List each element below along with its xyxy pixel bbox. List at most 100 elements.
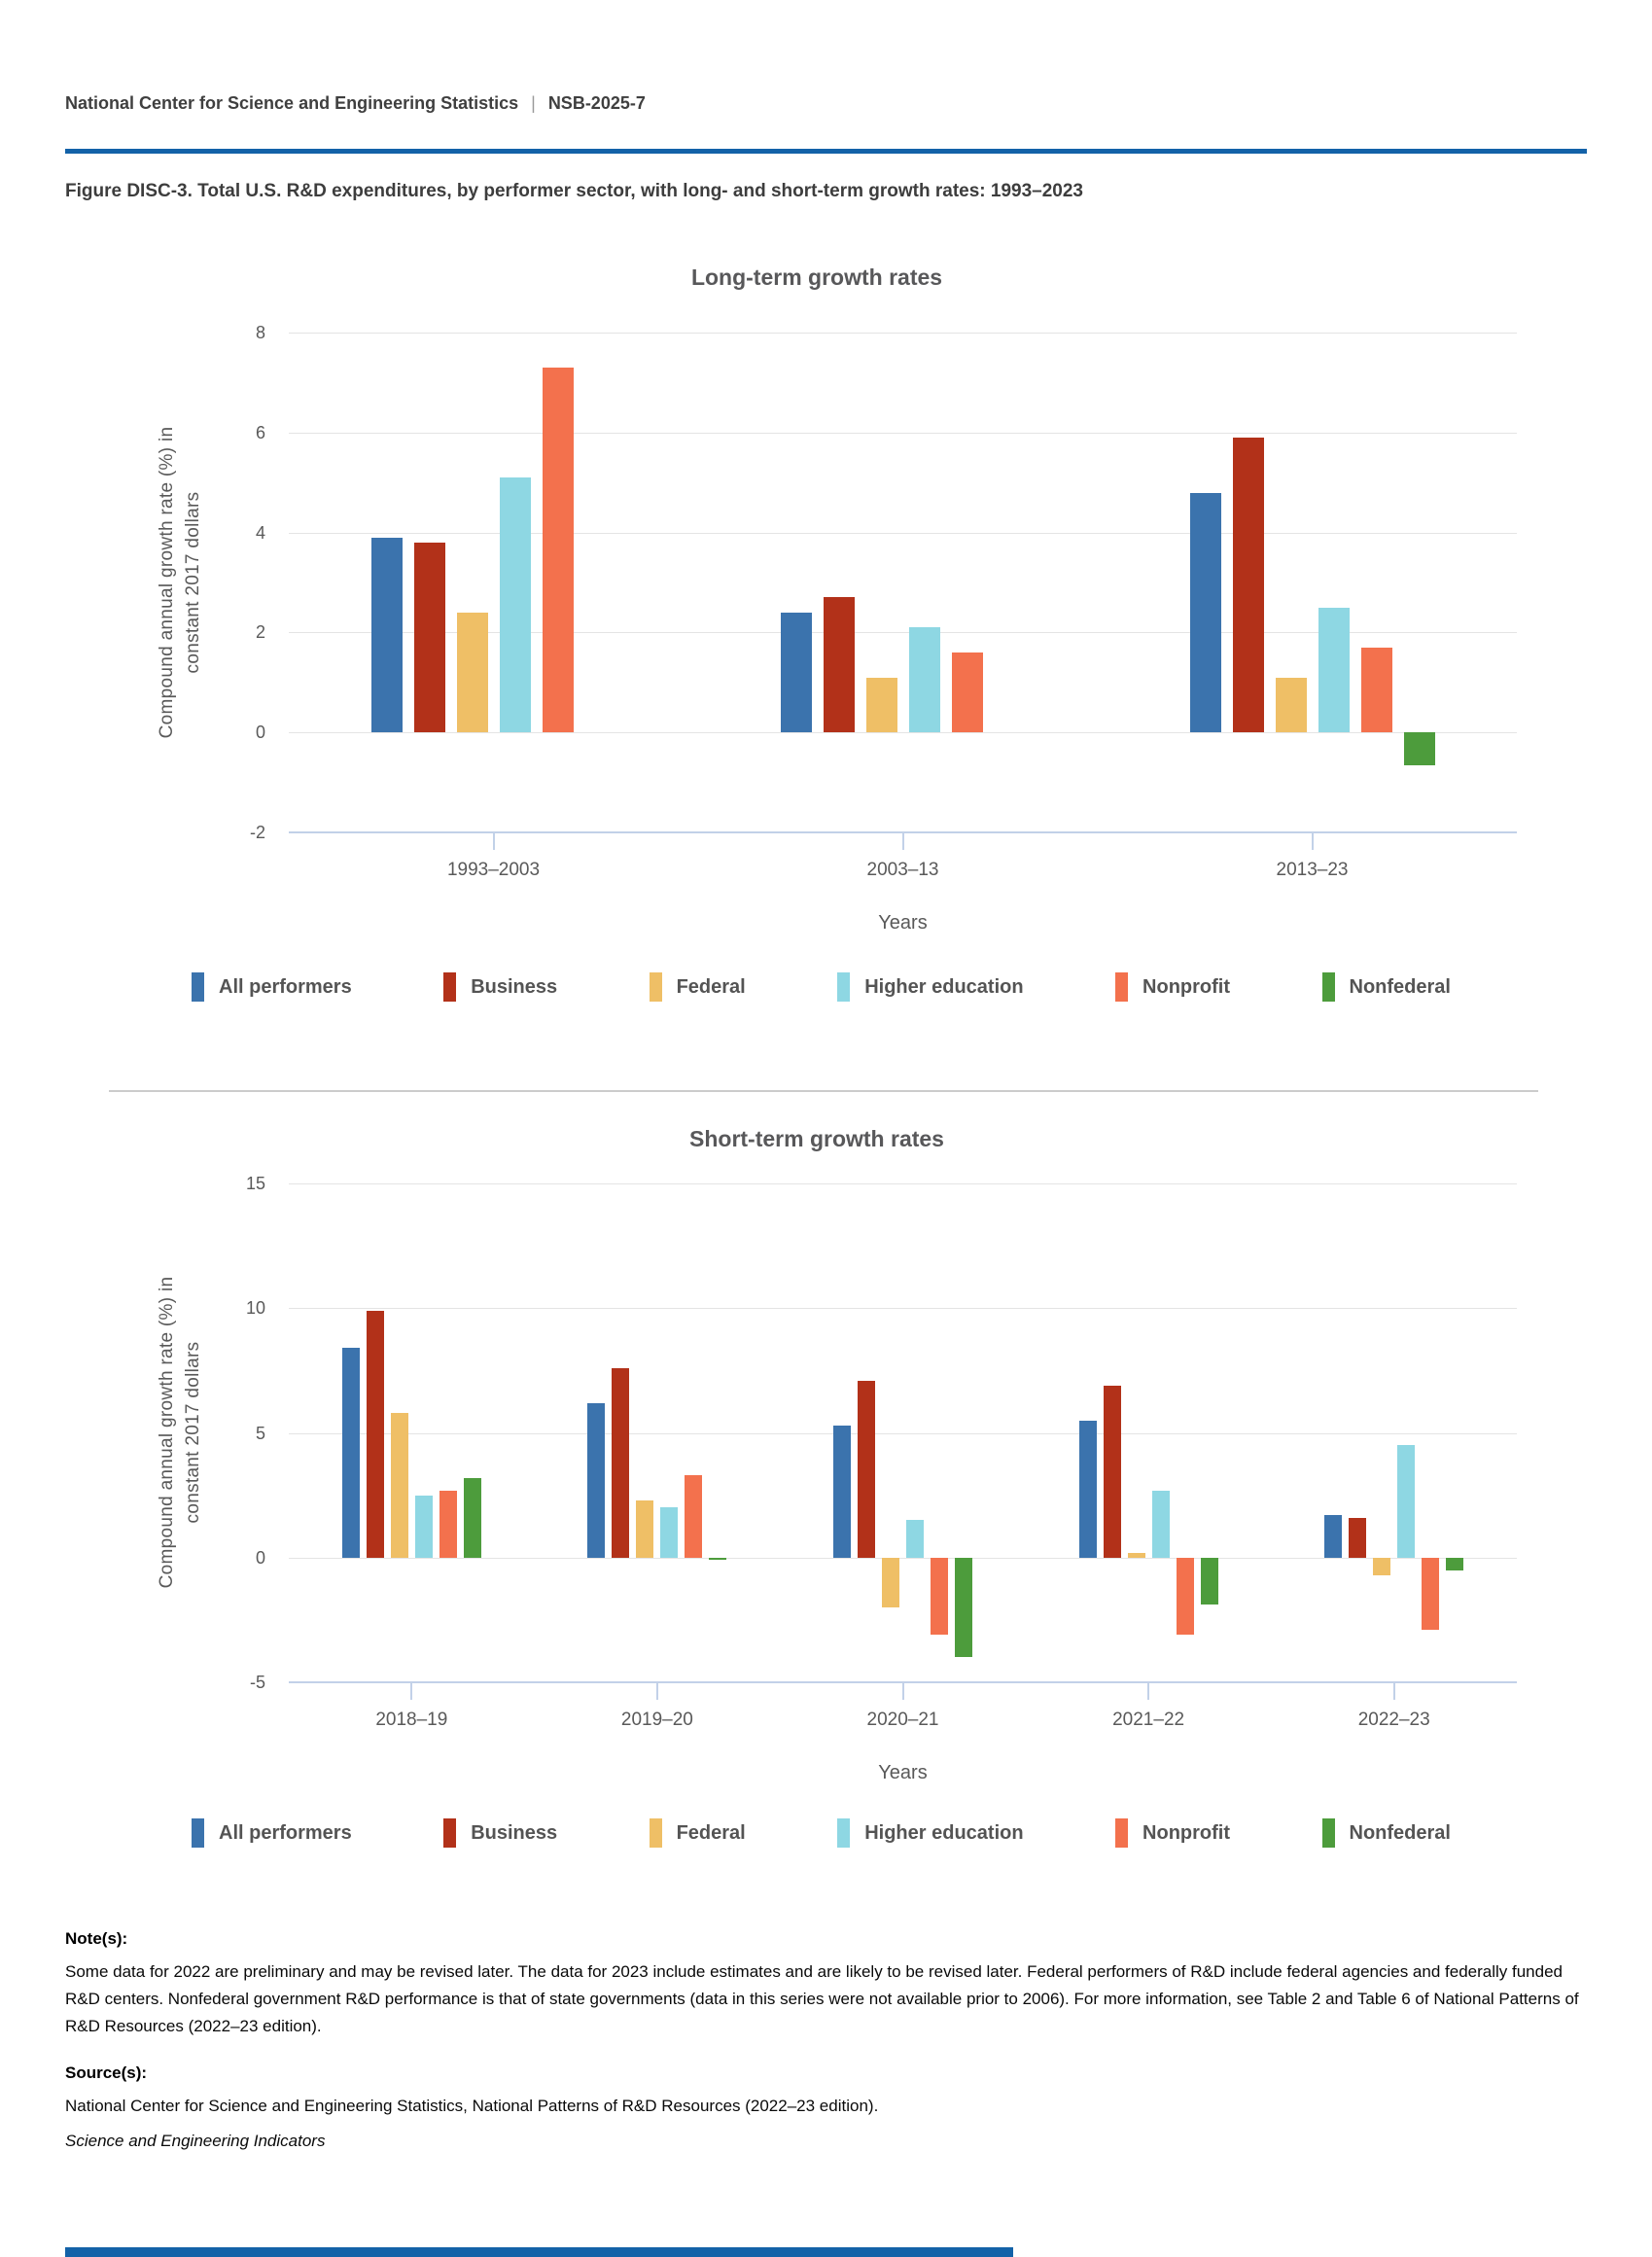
bar-nonprofit-1993-2003[interactable] <box>542 368 574 733</box>
sources-body: National Center for Science and Engineer… <box>65 2097 879 2115</box>
bar-federal-2020-21[interactable] <box>882 1557 899 1608</box>
bar-federal-2013-23[interactable] <box>1275 677 1307 733</box>
bar-nonfederal-2018-19[interactable] <box>463 1477 481 1558</box>
bar-business-2003-13[interactable] <box>823 597 855 733</box>
y-tick-label: 4 <box>255 522 265 543</box>
bar-nonprofit-2019-20[interactable] <box>685 1475 703 1558</box>
bar-federal-2018-19[interactable] <box>390 1413 408 1558</box>
legend-label-all-performers: All performers <box>219 975 352 998</box>
x-axis-tick <box>901 1682 904 1700</box>
bar-federal-1993-2003[interactable] <box>456 612 488 733</box>
x-axis-tick <box>1392 1682 1395 1700</box>
legend-swatch-nonprofit <box>1115 1818 1129 1848</box>
gridline-y-0 <box>289 732 1517 734</box>
bar-business-1993-2003[interactable] <box>413 542 445 733</box>
bar-higher-education-2021-22[interactable] <box>1151 1490 1170 1558</box>
legend-item-all-performers[interactable]: All performers <box>192 972 352 1002</box>
legend-label-business: Business <box>471 1821 558 1844</box>
bar-nonprofit-2013-23[interactable] <box>1360 647 1392 733</box>
legend-item-business[interactable]: Business <box>443 1818 557 1848</box>
gridline-y-10 <box>289 1308 1517 1310</box>
bar-all-performers-2019-20[interactable] <box>587 1402 606 1558</box>
legend-swatch-all-performers <box>192 1818 204 1848</box>
legend-item-nonfederal[interactable]: Nonfederal <box>1321 972 1451 1002</box>
legend-item-all-performers[interactable]: All performers <box>192 1818 352 1848</box>
x-axis-tick <box>492 832 495 850</box>
gridline-y-8 <box>289 333 1517 334</box>
bar-business-2021-22[interactable] <box>1103 1385 1121 1558</box>
bar-business-2022-23[interactable] <box>1349 1517 1367 1558</box>
bar-higher-education-2022-23[interactable] <box>1397 1445 1416 1558</box>
bar-nonprofit-2021-22[interactable] <box>1176 1557 1194 1636</box>
bar-nonprofit-2020-21[interactable] <box>931 1557 948 1636</box>
bar-nonprofit-2003-13[interactable] <box>951 652 983 733</box>
header-report-id: NSB-2025-7 <box>547 93 646 113</box>
legend-swatch-nonfederal <box>1321 1818 1335 1848</box>
bar-nonprofit-2018-19[interactable] <box>439 1490 457 1558</box>
bar-all-performers-2013-23[interactable] <box>1189 492 1221 733</box>
chart1-y-axis-label: Compound annual growth rate (%) in const… <box>154 281 206 884</box>
chart2-title: Short-term growth rates <box>689 1126 944 1151</box>
gridline-y-0 <box>289 1557 1517 1559</box>
bar-business-2018-19[interactable] <box>366 1310 384 1558</box>
x-tick-label: 2018–19 <box>375 1710 448 1730</box>
bar-higher-education-2018-19[interactable] <box>414 1495 433 1558</box>
bar-business-2019-20[interactable] <box>612 1367 630 1558</box>
gridline-y-15 <box>289 1183 1517 1184</box>
notes-heading: Note(s): <box>65 1929 128 1948</box>
bar-higher-education-1993-2003[interactable] <box>499 477 531 733</box>
chart1-y-axis-label-line2: constant 2017 dollars <box>183 491 203 674</box>
header-org: National Center for Science and Engineer… <box>65 93 519 113</box>
x-axis-tick <box>410 1682 413 1700</box>
y-tick-label: -5 <box>249 1673 265 1692</box>
bar-all-performers-2020-21[interactable] <box>833 1425 851 1558</box>
bar-federal-2022-23[interactable] <box>1373 1557 1391 1575</box>
bar-nonfederal-2021-22[interactable] <box>1200 1557 1218 1605</box>
legend-swatch-higher-education <box>837 972 851 1002</box>
publication-name: Science and Engineering Indicators <box>65 2132 326 2150</box>
bar-federal-2019-20[interactable] <box>636 1499 654 1558</box>
legend-label-business: Business <box>471 975 558 998</box>
legend-item-nonprofit[interactable]: Nonprofit <box>1115 1818 1230 1848</box>
legend-swatch-federal <box>649 1818 662 1848</box>
bar-higher-education-2020-21[interactable] <box>906 1520 924 1558</box>
legend-item-nonfederal[interactable]: Nonfederal <box>1321 1818 1451 1848</box>
legend-item-federal[interactable]: Federal <box>649 972 746 1002</box>
legend-item-business[interactable]: Business <box>443 972 557 1002</box>
legend-swatch-nonfederal <box>1321 972 1335 1002</box>
legend-label-higher-education: Higher education <box>864 975 1024 998</box>
notes-body: Some data for 2022 are preliminary and m… <box>65 1962 1579 2035</box>
bar-nonfederal-2020-21[interactable] <box>955 1557 972 1658</box>
legend-item-nonprofit[interactable]: Nonprofit <box>1115 972 1230 1002</box>
legend-item-higher-education[interactable]: Higher education <box>837 972 1024 1002</box>
x-tick-label: 2003–13 <box>866 860 939 880</box>
legend-label-federal: Federal <box>676 975 746 998</box>
legend-swatch-federal <box>649 972 662 1002</box>
bar-federal-2003-13[interactable] <box>865 677 897 733</box>
bar-higher-education-2003-13[interactable] <box>908 627 940 733</box>
bar-business-2020-21[interactable] <box>858 1380 875 1558</box>
bar-all-performers-1993-2003[interactable] <box>370 537 403 733</box>
legend-item-federal[interactable]: Federal <box>649 1818 746 1848</box>
x-tick-label: 2020–21 <box>866 1710 939 1730</box>
bar-nonfederal-2022-23[interactable] <box>1446 1557 1464 1570</box>
bar-federal-2021-22[interactable] <box>1127 1552 1145 1558</box>
bar-all-performers-2022-23[interactable] <box>1324 1515 1343 1558</box>
bar-nonprofit-2022-23[interactable] <box>1422 1557 1440 1631</box>
y-tick-label: 8 <box>255 323 265 342</box>
bottom-accent-bar <box>65 2247 1013 2257</box>
x-axis-tick <box>1311 832 1314 850</box>
bar-nonfederal-2019-20[interactable] <box>709 1557 727 1561</box>
bar-higher-education-2013-23[interactable] <box>1318 607 1350 733</box>
y-tick-label: 0 <box>255 1547 265 1568</box>
bar-all-performers-2021-22[interactable] <box>1078 1420 1097 1558</box>
x-tick-label: 2019–20 <box>620 1710 693 1730</box>
legend-swatch-higher-education <box>837 1818 851 1848</box>
bar-all-performers-2018-19[interactable] <box>341 1348 360 1558</box>
bar-all-performers-2003-13[interactable] <box>780 612 812 733</box>
legend-item-higher-education[interactable]: Higher education <box>837 1818 1024 1848</box>
bar-business-2013-23[interactable] <box>1232 437 1264 733</box>
bar-higher-education-2019-20[interactable] <box>660 1507 679 1558</box>
legend-label-nonfederal: Nonfederal <box>1349 975 1451 998</box>
bar-nonfederal-2013-23[interactable] <box>1403 732 1435 765</box>
